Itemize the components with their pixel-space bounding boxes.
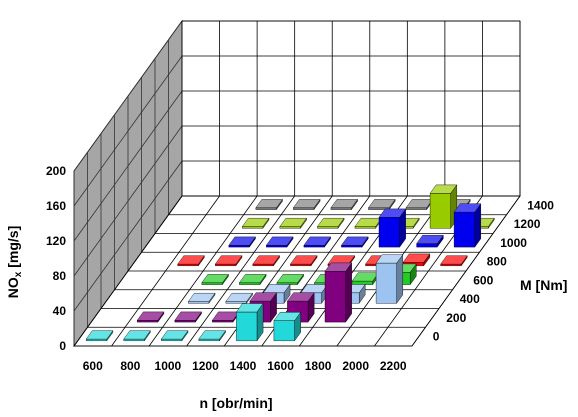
y-axis-ticks: 0 40 80 120 160 200 bbox=[46, 164, 66, 353]
bar-800-1200 bbox=[252, 255, 280, 267]
grid-line bbox=[148, 195, 258, 347]
depth-tick-label: 1200 bbox=[514, 217, 541, 231]
bar-200-1800 bbox=[324, 262, 353, 323]
bar-1000-1000 bbox=[228, 236, 256, 248]
bar-800-2200 bbox=[440, 255, 468, 267]
bar-1400-1200 bbox=[292, 198, 321, 211]
x-axis-title: n [obr/min] bbox=[199, 395, 272, 411]
bar-1000-2200 bbox=[453, 203, 482, 248]
x-tick-label: 1400 bbox=[230, 359, 257, 373]
grid-line bbox=[186, 195, 295, 347]
bar-800-800 bbox=[177, 255, 205, 267]
depth-tick-label: 1000 bbox=[500, 236, 527, 250]
bar-0-800 bbox=[123, 330, 151, 342]
bar-400-2000 bbox=[375, 254, 404, 304]
bar-1000-1600 bbox=[341, 236, 369, 248]
grid-line bbox=[111, 195, 220, 347]
y-axis-title-main: NO bbox=[5, 277, 21, 298]
bar-1000-1400 bbox=[303, 236, 331, 248]
x-tick-label: 2200 bbox=[380, 359, 407, 373]
y-tick-label: 40 bbox=[53, 304, 67, 318]
bar-400-1000 bbox=[187, 292, 216, 304]
y-axis-title-unit: [mg/s] bbox=[5, 226, 21, 272]
y-tick-label: 120 bbox=[46, 234, 66, 248]
bar-1000-1800 bbox=[378, 208, 407, 248]
depth-tick-label: 1400 bbox=[527, 198, 554, 212]
grid-line bbox=[411, 195, 521, 347]
depth-tick-label: 200 bbox=[446, 311, 466, 325]
bar-1400-1600 bbox=[368, 198, 396, 211]
bar-800-1400 bbox=[290, 255, 318, 267]
chart-bars bbox=[85, 184, 495, 342]
bar-200-1000 bbox=[174, 311, 202, 323]
bar-0-1400 bbox=[236, 302, 264, 342]
grid-line bbox=[73, 195, 183, 347]
bar-0-1600 bbox=[273, 311, 302, 342]
bar-1200-1400 bbox=[317, 217, 345, 229]
depth-tick-label: 800 bbox=[487, 255, 507, 269]
bar-1000-2000 bbox=[416, 234, 444, 248]
y-tick-label: 80 bbox=[53, 269, 67, 283]
bar-0-600 bbox=[85, 330, 114, 342]
bar-1000-1200 bbox=[265, 236, 294, 248]
chart-back-wall bbox=[181, 20, 521, 197]
x-tick-label: 800 bbox=[120, 359, 140, 373]
x-tick-label: 1200 bbox=[192, 359, 219, 373]
depth-tick-label: 400 bbox=[460, 292, 480, 306]
depth-axis-ticks: 0 200 400 600 800 1000 1200 1400 bbox=[433, 198, 555, 343]
bar-600-1800 bbox=[351, 272, 380, 286]
x-tick-label: 1600 bbox=[267, 359, 294, 373]
x-axis-ticks: 600 800 1000 1200 1400 1600 1800 2000 2200 bbox=[83, 359, 407, 373]
x-tick-label: 1000 bbox=[155, 359, 182, 373]
y-axis-title: NOx [mg/s] bbox=[5, 226, 24, 298]
bar-1200-1200 bbox=[279, 217, 307, 229]
bar-200-1600 bbox=[287, 292, 315, 323]
depth-tick-label: 0 bbox=[433, 330, 440, 344]
x-tick-label: 1800 bbox=[305, 359, 332, 373]
y-tick-label: 160 bbox=[46, 199, 66, 213]
x-tick-label: 2000 bbox=[342, 359, 369, 373]
x-tick-label: 600 bbox=[83, 359, 103, 373]
bar-1400-1400 bbox=[330, 198, 358, 211]
depth-tick-label: 600 bbox=[473, 273, 493, 287]
bar-400-1200 bbox=[225, 292, 253, 304]
bar-1400-1000 bbox=[255, 198, 283, 211]
bar-600-1000 bbox=[201, 273, 229, 286]
y-tick-label: 200 bbox=[46, 164, 66, 178]
y-axis-title-sub: x bbox=[13, 271, 24, 277]
depth-axis-title: M [Nm] bbox=[520, 277, 567, 293]
bar-0-1000 bbox=[160, 330, 189, 342]
bar-600-1200 bbox=[238, 273, 267, 286]
bar-1200-1600 bbox=[354, 217, 383, 229]
bar-800-1000 bbox=[214, 255, 243, 267]
bar-0-1200 bbox=[198, 330, 226, 342]
bar-1200-1000 bbox=[241, 217, 270, 229]
y-tick-label: 0 bbox=[59, 339, 66, 353]
bar-600-1400 bbox=[276, 273, 304, 286]
bar-1200-2000 bbox=[429, 184, 458, 229]
bar-200-800 bbox=[136, 311, 165, 323]
